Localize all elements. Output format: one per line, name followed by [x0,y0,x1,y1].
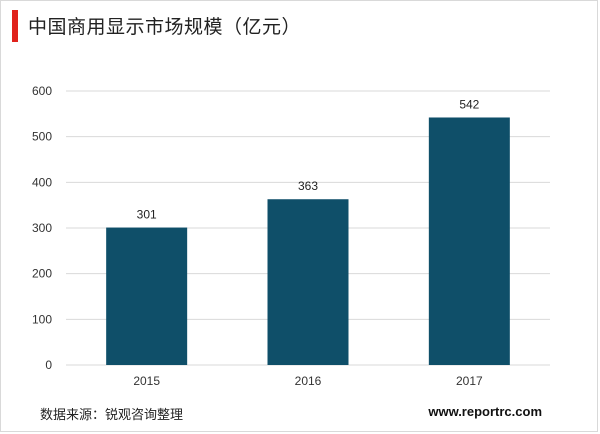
y-tick-label: 200 [32,267,52,281]
chart-title: 中国商用显示市场规模（亿元） [28,16,302,38]
y-tick-label: 300 [32,221,52,235]
x-tick-label: 2015 [133,374,160,388]
y-tick-label: 100 [32,312,52,326]
bar [106,227,188,365]
y-tick-label: 500 [32,130,52,144]
bar [428,117,510,365]
y-tick-label: 0 [45,358,52,372]
title-accent-bar [12,10,18,42]
data-source-note: 数据来源：锐观咨询整理 [40,408,184,423]
x-tick-label: 2017 [456,374,483,388]
bar [267,199,349,365]
source-url: www.reportrc.com [428,404,542,419]
bar-value-label: 301 [137,208,157,222]
bar-value-label: 542 [459,97,479,111]
y-tick-label: 400 [32,175,52,189]
bar-value-label: 363 [298,179,318,193]
y-tick-label: 600 [32,84,52,98]
x-tick-label: 2016 [295,374,322,388]
